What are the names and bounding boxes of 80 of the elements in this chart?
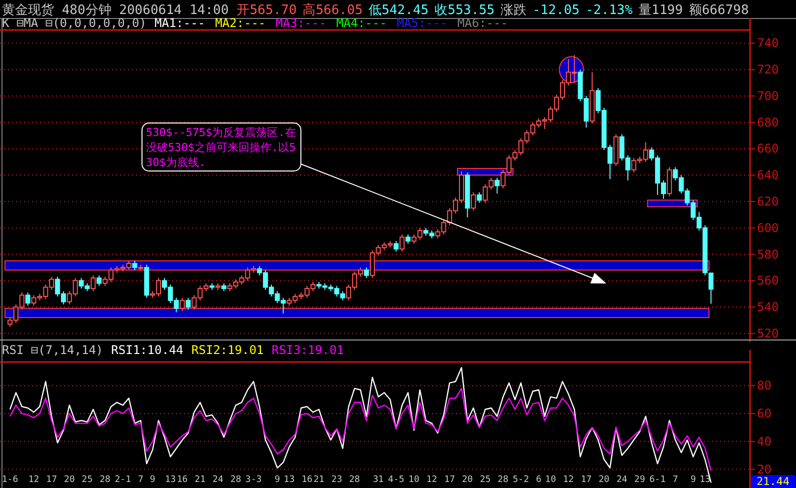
y-tick-label: 700: [757, 88, 779, 103]
x-tick-label: 6-1: [649, 475, 666, 485]
x-tick-label: 4-5: [388, 475, 404, 485]
annotation: 530$--575$为反复震荡区.在没破530$之前可来回操作.以530$为底线.: [146, 126, 296, 169]
y-tick-label: 80: [757, 378, 772, 393]
x-tick-label: 24: [616, 475, 628, 485]
y-tick-label: 520: [757, 326, 779, 340]
x-tick-label: 7: [138, 475, 144, 485]
comment-box: 530$--575$为反复震荡区.在没破530$之前可来回操作.以530$为底线.: [142, 122, 302, 172]
text: RSI1:10.44: [111, 343, 184, 357]
text: 开565.70: [236, 3, 297, 18]
x-tick-label: 17: [46, 475, 58, 485]
x-tick-label: 20: [598, 475, 610, 485]
x-tick-label: 1-6: [2, 475, 18, 485]
y-tick-label: 580: [757, 247, 779, 262]
x-tick-label: 9: [150, 475, 156, 485]
y-tick-label: 560: [757, 274, 779, 288]
text: 高566.05: [302, 2, 363, 18]
annotation: MA1:---: [154, 16, 206, 30]
text: 额666798: [688, 3, 749, 18]
y-tick-label: 720: [757, 62, 779, 77]
y-tick-label: 600: [757, 220, 779, 235]
x-tick-label: 5-2: [512, 475, 530, 485]
x-tick-label: 20: [462, 475, 473, 485]
text: 涨跌: [500, 3, 527, 18]
x-tick-label: 29: [634, 475, 646, 485]
annotation: MA2:---: [215, 16, 266, 30]
x-tick-label: 12: [28, 475, 40, 485]
x-tick-label: 24: [212, 475, 224, 485]
annotation: MA3:---: [276, 16, 326, 30]
x-tick-label: 13: [284, 475, 295, 485]
text: 收553.55: [434, 3, 495, 18]
x-tick-label: 2-1: [114, 475, 132, 485]
chart-subtitle: K ⊟MA ⊟(0,0,0,0,0,0): [2, 16, 146, 30]
x-tick-label: 12: [426, 475, 438, 485]
text: -12.05: [532, 3, 580, 18]
x-tick-label: 31: [372, 475, 384, 485]
y-tick-label: 660: [757, 142, 779, 156]
x-tick-label: 10: [545, 475, 556, 485]
x-tick-label: 23: [331, 475, 342, 485]
text: RSI3:19.01: [272, 343, 344, 357]
legend-label: RSI2:19.01: [191, 343, 264, 357]
x-tick-label: 28: [100, 475, 110, 485]
x-tick-label: 10: [408, 475, 420, 485]
y-tick-label: 680: [757, 115, 779, 130]
y-tick-label: 740: [757, 36, 779, 50]
x-tick-label: 13: [700, 475, 710, 485]
y-tick-label: 540: [757, 300, 779, 314]
value-readout: 21.44: [751, 475, 795, 488]
x-tick-label: 28: [349, 475, 360, 485]
x-tick-label: 13: [164, 475, 176, 485]
x-tick-label: 28: [230, 475, 242, 485]
x-tick-label: 21: [194, 475, 206, 485]
annotation: MA4:---: [336, 16, 387, 30]
x-tick-label: 9: [274, 475, 280, 485]
y-tick-label: 620: [757, 194, 779, 208]
y-tick-label: 40: [757, 434, 772, 448]
x-tick-label: 7: [672, 475, 678, 485]
x-tick-label: 17: [580, 475, 592, 485]
line-series: [9, 388, 712, 472]
x-tick-label: 28: [498, 475, 508, 485]
y-tick-label: 60: [757, 406, 772, 421]
x-tick-label: 20: [64, 475, 75, 485]
x-tick-label: 3-3: [245, 475, 262, 485]
y-tick-label: 640: [757, 168, 779, 182]
x-tick-label: 25: [480, 475, 491, 485]
chart-title: 黄金现货 480分钟 20060614 14:00: [2, 3, 229, 18]
annotation: MA5:---: [396, 16, 448, 30]
x-tick-label: 16: [176, 475, 188, 485]
x-tick-label: 21: [313, 475, 324, 485]
x-tick-label: 16: [302, 475, 312, 485]
x-tick-label: 25: [82, 475, 93, 485]
text: -2.13%: [586, 3, 633, 18]
x-tick-label: 12: [563, 475, 574, 485]
text: 量1199: [638, 3, 683, 18]
chart-title: RSI ⊟(7,14,14): [2, 343, 104, 357]
text: 低542.45: [368, 3, 429, 18]
x-tick-label: 17: [444, 475, 456, 485]
x-tick-label: 6: [536, 475, 542, 485]
x-tick-label: 9: [690, 475, 696, 485]
